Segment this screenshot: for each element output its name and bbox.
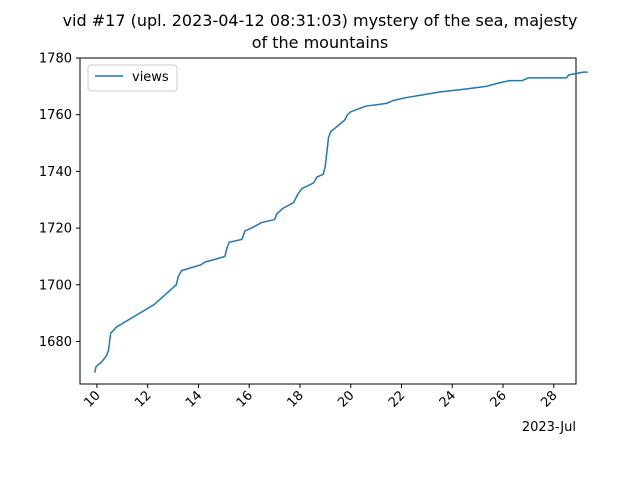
y-tick-label: 1740	[39, 165, 72, 180]
legend-box	[87, 64, 178, 92]
series-line-views	[94, 71, 588, 373]
chart-title-line-1: vid #17 (upl. 2023-04-12 08:31:03) myste…	[62, 11, 578, 30]
x-tick-label: 28	[538, 388, 560, 410]
y-tick-label: 1760	[39, 108, 72, 123]
y-tick-label: 1700	[39, 278, 72, 293]
x-tick-label: 14	[183, 388, 205, 410]
x-tick-label: 26	[488, 388, 510, 410]
x-tick-label: 22	[386, 388, 408, 410]
x-tick-label: 24	[437, 388, 459, 410]
y-tick-label: 1720	[39, 222, 72, 237]
chart-title-line-2: of the mountains	[251, 33, 389, 52]
x-axis-offset-label: 2023-Jul	[522, 420, 576, 435]
y-tick-label: 1780	[39, 52, 72, 67]
legend-label-views: views	[132, 70, 169, 85]
plot-area: 1680 1700 1720 1740 1760 1780 10 12 14 16 18 20 22 24…	[39, 52, 588, 411]
axes-frame	[79, 57, 577, 385]
x-tick-label: 16	[234, 388, 256, 410]
y-tick-label: 1680	[39, 335, 72, 350]
x-tick-label: 20	[335, 388, 357, 410]
x-tick-label: 12	[132, 388, 154, 410]
x-tick-label: 18	[284, 388, 306, 410]
x-tick-label: 10	[81, 388, 103, 410]
